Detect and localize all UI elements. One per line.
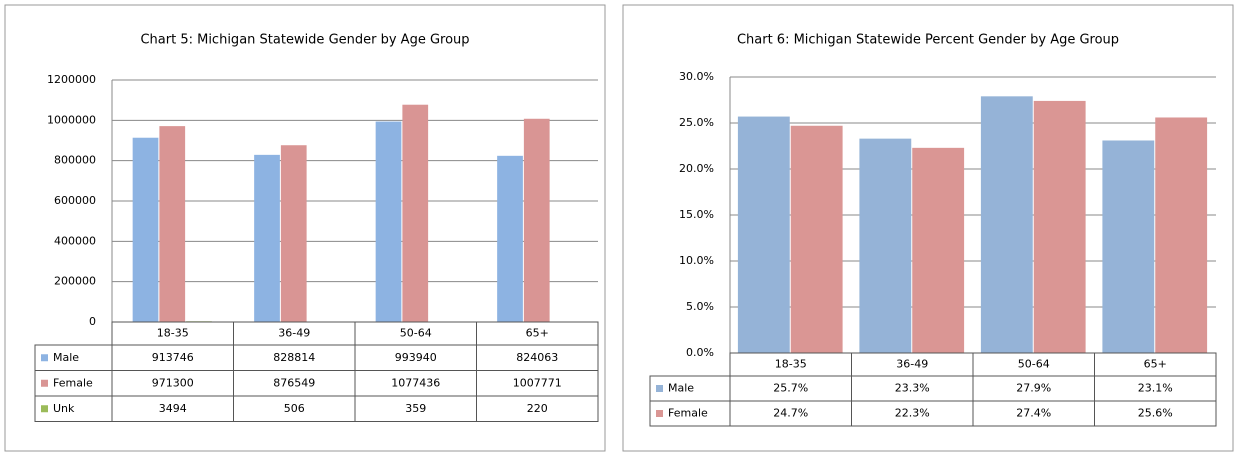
table-value: 23.3% <box>895 382 930 395</box>
table-value: 24.7% <box>773 407 808 420</box>
chart-title: Chart 6: Michigan Statewide Percent Gend… <box>737 33 1119 48</box>
y-tick-label: 10.0% <box>679 254 714 267</box>
y-tick-label: 20.0% <box>679 162 714 175</box>
x-tick-label: 65+ <box>526 327 549 340</box>
bar <box>133 138 159 322</box>
y-tick-label: 600000 <box>54 194 96 207</box>
legend-label: Unk <box>53 402 75 415</box>
table-value: 27.4% <box>1016 407 1051 420</box>
table-value: 23.1% <box>1138 382 1173 395</box>
y-tick-label: 15.0% <box>679 208 714 221</box>
table-value: 824063 <box>516 351 558 364</box>
bar <box>402 105 428 322</box>
y-tick-label: 25.0% <box>679 116 714 129</box>
bar <box>376 122 402 322</box>
table-value: 220 <box>527 402 548 415</box>
x-tick-label: 36-49 <box>896 358 928 371</box>
bar <box>791 126 843 353</box>
y-tick-label: 0.0% <box>686 346 714 359</box>
legend-swatch <box>41 354 48 361</box>
x-tick-label: 36-49 <box>278 327 310 340</box>
bar <box>981 96 1033 353</box>
bar <box>1155 117 1207 353</box>
bar <box>859 139 911 353</box>
x-tick-label: 50-64 <box>400 327 432 340</box>
x-tick-label: 50-64 <box>1018 358 1050 371</box>
x-tick-label: 18-35 <box>157 327 189 340</box>
table-value: 25.7% <box>773 382 808 395</box>
y-tick-label: 1200000 <box>47 73 96 86</box>
table-value: 828814 <box>273 351 315 364</box>
y-tick-label: 30.0% <box>679 70 714 83</box>
table-value: 913746 <box>152 351 194 364</box>
legend-label: Male <box>53 351 79 364</box>
x-tick-label: 65+ <box>1144 358 1167 371</box>
bar <box>159 126 185 322</box>
table-value: 25.6% <box>1138 407 1173 420</box>
y-tick-label: 800000 <box>54 154 96 167</box>
table-value: 876549 <box>273 376 315 389</box>
table-value: 3494 <box>159 402 187 415</box>
legend-swatch <box>656 385 663 392</box>
table-value: 971300 <box>152 376 194 389</box>
legend-label: Male <box>668 382 694 395</box>
table-value: 1077436 <box>391 376 440 389</box>
table-value: 22.3% <box>895 407 930 420</box>
y-tick-label: 400000 <box>54 234 96 247</box>
y-tick-label: 200000 <box>54 275 96 288</box>
legend-label: Female <box>53 376 93 389</box>
legend-swatch <box>41 380 48 387</box>
table-value: 506 <box>284 402 305 415</box>
bar <box>1034 101 1086 353</box>
legend-label: Female <box>668 407 708 420</box>
table-value: 1007771 <box>513 376 562 389</box>
x-tick-label: 18-35 <box>775 358 807 371</box>
bar <box>1102 140 1154 353</box>
y-tick-label: 1000000 <box>47 113 96 126</box>
bar <box>738 117 790 353</box>
legend-swatch <box>656 410 663 417</box>
bar <box>281 145 307 322</box>
bar <box>254 155 280 322</box>
chart-title: Chart 5: Michigan Statewide Gender by Ag… <box>140 33 469 48</box>
bar <box>524 119 550 322</box>
bar <box>497 156 523 322</box>
table-value: 359 <box>405 402 426 415</box>
y-tick-label: 5.0% <box>686 300 714 313</box>
bar <box>912 148 964 353</box>
y-tick-label: 0 <box>89 315 96 328</box>
table-value: 993940 <box>395 351 437 364</box>
legend-swatch <box>41 405 48 412</box>
table-value: 27.9% <box>1016 382 1051 395</box>
